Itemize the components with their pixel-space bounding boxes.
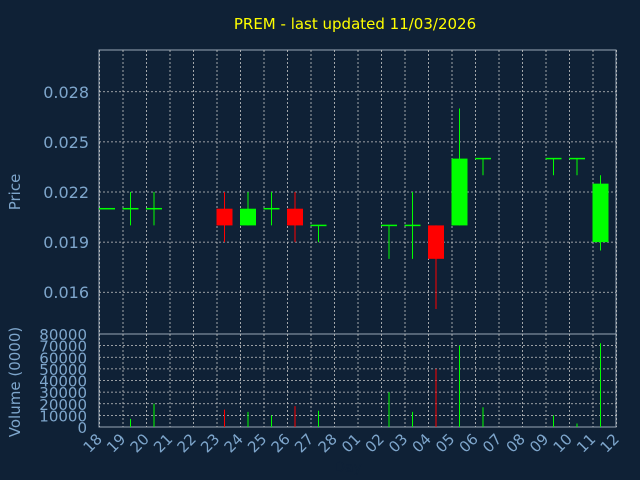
price-axis-label: Price: [6, 174, 24, 211]
x-tick-label: 03: [385, 430, 411, 456]
x-tick-label: 22: [174, 430, 200, 456]
price-tick-label: 0.016: [43, 283, 89, 302]
candle-body: [451, 158, 468, 226]
volume-tick-label: 20000: [39, 396, 87, 414]
volume-tick-label: 40000: [39, 373, 87, 391]
volume-tick-label: 0: [77, 419, 87, 437]
x-tick-label: 23: [197, 430, 223, 456]
x-tick-label: 27: [291, 430, 317, 456]
volume-tick-label: 30000: [39, 384, 87, 402]
candle-body: [428, 225, 444, 259]
x-tick-label: 02: [362, 430, 388, 456]
x-axis-label: Day: [334, 460, 362, 476]
x-tick-label: 05: [432, 430, 458, 456]
candle-body: [287, 208, 303, 226]
price-tick-label: 0.025: [43, 133, 89, 152]
x-tick-label: 24: [221, 430, 247, 456]
x-tick-label: 28: [315, 430, 341, 456]
x-tick-label: 10: [550, 430, 576, 456]
x-tick-label: 21: [150, 430, 176, 456]
x-tick-label: 20: [127, 430, 153, 456]
x-tick-label: 09: [526, 430, 552, 456]
x-tick-label: 12: [597, 430, 623, 456]
x-tick-label: 01: [338, 430, 364, 456]
volume-tick-label: 80000: [39, 326, 87, 344]
x-tick-label: 08: [503, 430, 529, 456]
volume-tick-label: 10000: [39, 407, 87, 425]
x-tick-label: 19: [103, 430, 129, 456]
volume-tick-label: 50000: [39, 361, 87, 379]
x-tick-label: 06: [456, 430, 482, 456]
x-tick-label: 26: [268, 430, 294, 456]
chart-title: PREM - last updated 11/03/2026: [234, 15, 476, 33]
price-tick-label: 0.028: [43, 83, 89, 102]
x-tick-label: 07: [479, 430, 505, 456]
candle-body: [216, 208, 233, 226]
candle-body: [592, 183, 609, 243]
volume-axis-label: Volume (0000): [6, 327, 24, 437]
x-tick-label: 11: [573, 430, 599, 456]
x-tick-label: 25: [244, 430, 270, 456]
volume-tick-label: 70000: [39, 338, 87, 356]
price-tick-label: 0.019: [43, 233, 89, 252]
candle-body: [240, 208, 256, 226]
volume-tick-label: 60000: [39, 349, 87, 367]
price-tick-label: 0.022: [43, 183, 89, 202]
x-tick-label: 04: [409, 430, 435, 456]
